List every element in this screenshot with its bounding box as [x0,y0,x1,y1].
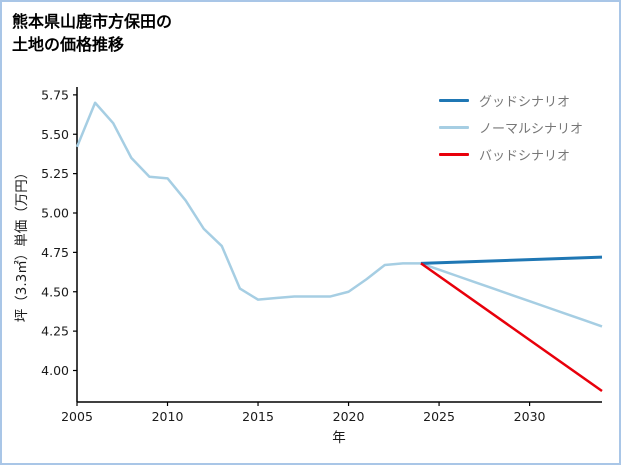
chart-title: 熊本県山鹿市方保田の 土地の価格推移 [12,10,172,56]
legend-label-good: グッドシナリオ [478,95,570,110]
svg-text:4.00: 4.00 [41,363,69,378]
chart-title-line1: 熊本県山鹿市方保田の [12,12,173,31]
svg-text:2010: 2010 [152,409,184,424]
legend-line-bad-icon [438,153,469,156]
legend: グッドシナリオ ノーマルシナリオ バッドシナリオ [438,92,583,164]
chart-title-line2: 土地の価格推移 [12,35,125,54]
legend-item-good-scenario: グッドシナリオ [438,92,583,110]
svg-text:2020: 2020 [333,409,365,424]
svg-text:2030: 2030 [514,409,546,424]
svg-text:5.25: 5.25 [41,166,69,181]
legend-line-good-icon [438,99,469,102]
legend-item-normal-scenario: ノーマルシナリオ [438,119,583,137]
legend-label-normal: ノーマルシナリオ [478,122,583,137]
svg-text:2015: 2015 [242,409,274,424]
svg-text:5.75: 5.75 [41,87,69,102]
legend-line-normal-icon [438,126,469,129]
y-axis-label: 坪（3.3㎡）単価（万円） [14,165,30,323]
svg-text:4.50: 4.50 [41,284,69,299]
svg-text:2025: 2025 [423,409,455,424]
svg-text:4.75: 4.75 [41,245,69,260]
x-axis-label: 年 [332,430,346,446]
svg-text:5.50: 5.50 [41,127,69,142]
legend-label-bad: バッドシナリオ [478,149,570,164]
svg-text:4.25: 4.25 [41,324,69,339]
legend-item-bad-scenario: バッドシナリオ [438,146,583,164]
svg-text:2005: 2005 [61,409,93,424]
svg-text:5.00: 5.00 [41,206,69,221]
